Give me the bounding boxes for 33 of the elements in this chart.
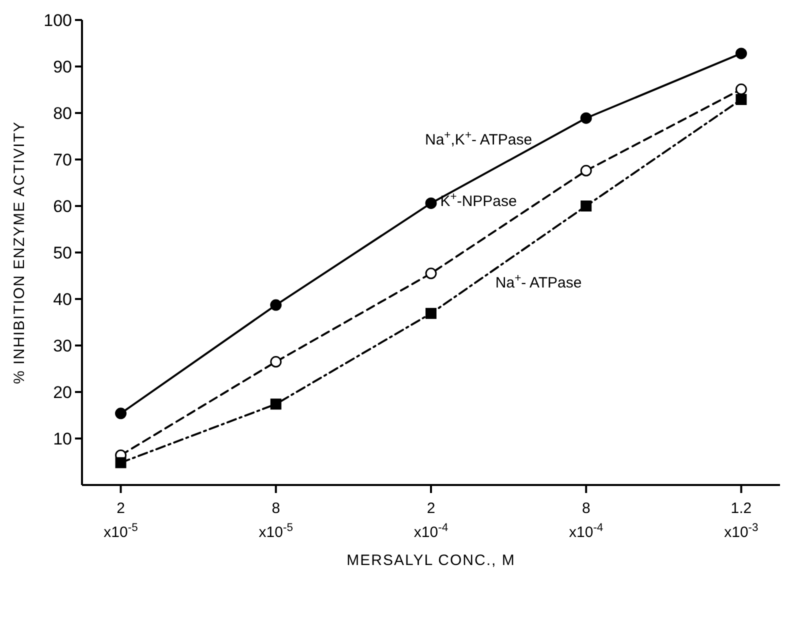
series-label: Na$^{+}$,K$^{+}$- ATPase (424, 130, 532, 149)
y-tick-label: 100 (44, 10, 72, 30)
y-tick-label: 50 (53, 243, 72, 262)
y-tick-label: 80 (53, 104, 72, 123)
y-tick-label: 70 (53, 150, 72, 170)
point (425, 197, 437, 209)
point (580, 164, 592, 176)
x-tick-label: 1.2 x10$^{-3}$ (724, 500, 758, 541)
point (270, 299, 282, 311)
point (735, 48, 747, 60)
x-tick-label: 2 x10$^{-4}$ (414, 500, 448, 541)
point (580, 112, 592, 124)
point (115, 457, 126, 468)
point (580, 200, 592, 212)
x-axis-title: MERSALYL CONC., M (346, 552, 516, 569)
point (426, 308, 436, 319)
y-tick-label: 40 (53, 290, 72, 309)
y-tick-label: 60 (53, 196, 72, 216)
y-tick-label: 20 (53, 382, 72, 402)
point (736, 94, 747, 106)
y-axis-title: % INHIBITION ENZYME ACTIVITY (11, 120, 28, 384)
series-label: Na$^{+}$- ATPase (495, 272, 582, 292)
x-tick-label: 8 x10$^{-5}$ (258, 500, 293, 541)
y-tick-label: 30 (53, 336, 72, 356)
y-tick-label: 10 (53, 429, 72, 448)
point (270, 356, 282, 368)
x-tick-label: 2 x10$^{-5}$ (104, 500, 138, 541)
point (425, 268, 437, 280)
point (115, 408, 127, 420)
point (735, 84, 747, 96)
point (270, 398, 282, 410)
x-tick-label: 8 x10$^{-4}$ (569, 500, 604, 541)
y-tick-label: 90 (53, 57, 72, 76)
